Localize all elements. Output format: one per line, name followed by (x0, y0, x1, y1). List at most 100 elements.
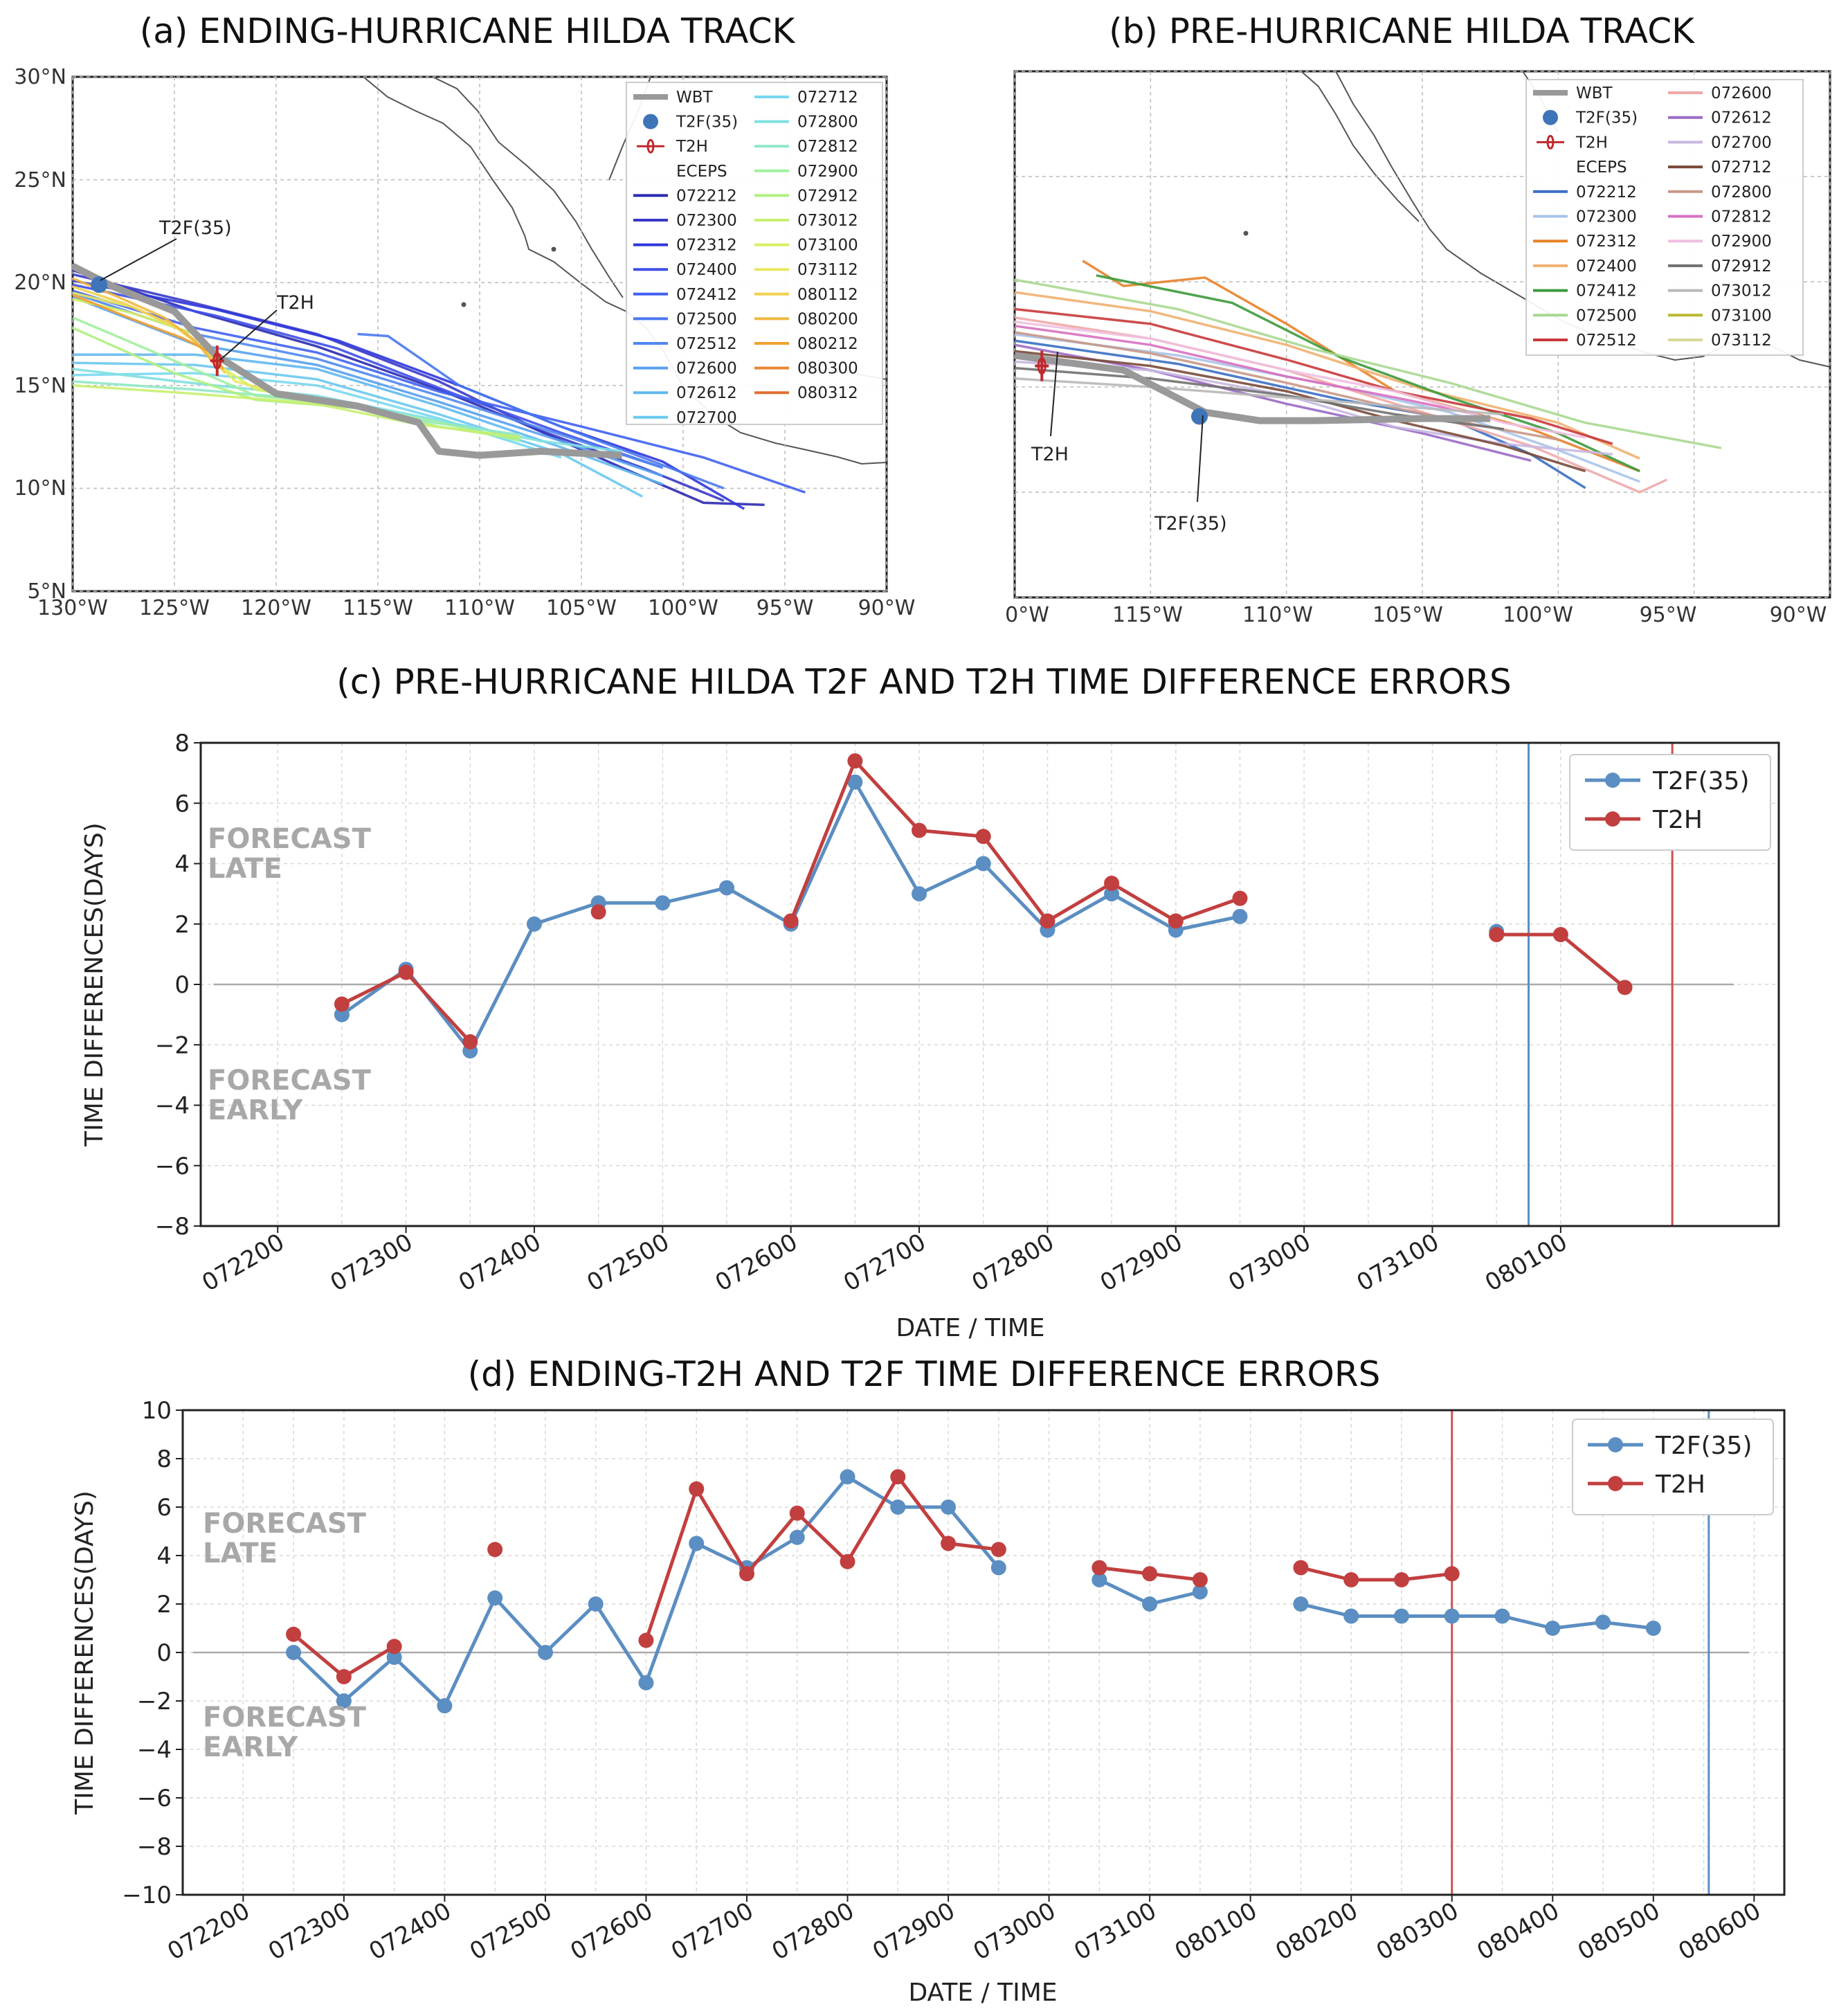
series-point (1040, 913, 1056, 929)
panel-d-early-label: EARLY (203, 1731, 298, 1763)
legend-label: 072512 (1576, 332, 1637, 350)
panel-a-annotation-t2h: T2H (276, 292, 314, 314)
panel-a-annotation-arrow (100, 238, 177, 281)
series-point (1444, 1608, 1460, 1624)
legend-marker-t2h (646, 138, 655, 154)
panel-b-annotation-arrow (1197, 415, 1204, 503)
legend-label: WBT (1576, 84, 1613, 102)
panel-d-region-labels: FORECAST LATE FORECAST EARLY (203, 1508, 367, 1763)
panel-b-xtick: 115°W (1112, 603, 1183, 627)
panel-b-xtick: 110°W (1242, 603, 1313, 627)
legend-label: 073012 (797, 212, 858, 230)
y-tick-label: 0 (156, 1639, 172, 1667)
series-point (462, 1034, 478, 1049)
x-tick-label: 072800 (968, 1228, 1059, 1297)
legend-label: 080200 (797, 310, 858, 328)
panel-a-legend-entries: WBT T2F(35) T2H ECEPS 072212 072300 072312 0724… (633, 89, 858, 427)
panel-a-legend: WBT T2F(35) T2H ECEPS 072212 072300 072312 0724… (626, 82, 883, 427)
panel-c-late-label: FORECAST (208, 823, 372, 855)
series-point (1545, 1621, 1561, 1636)
legend-label: 072212 (1576, 183, 1637, 201)
panel-d-legend: T2F(35) T2H (1572, 1418, 1774, 1515)
legend-label: ECEPS (1576, 159, 1627, 177)
series-point (386, 1650, 402, 1665)
panel-b-legend-entries: WBT T2F(35) T2H ECEPS 072212 072300 072312 0724… (1533, 84, 1772, 350)
y-tick-label: −8 (137, 1833, 172, 1861)
legend-label: 072800 (797, 114, 858, 132)
series-point (336, 1669, 352, 1684)
panel-a-xtick: 90°W (858, 596, 916, 620)
series-point (1617, 980, 1633, 996)
panel-b-xtick: 0°W (1005, 603, 1049, 627)
series-point (386, 1639, 402, 1655)
legend-label: 072212 (676, 187, 737, 205)
x-tick-label: 072400 (364, 1897, 455, 1966)
series-point (1293, 1596, 1309, 1612)
series-point (1393, 1608, 1409, 1624)
legend-label: 072912 (797, 187, 858, 205)
x-tick-label: 080600 (1674, 1897, 1765, 1966)
legend-label: 072800 (1711, 183, 1772, 201)
x-tick-label: 072300 (326, 1228, 417, 1297)
legend-label: 072400 (1576, 258, 1637, 276)
panel-b-xtick: 90°W (1770, 603, 1827, 627)
panel-c-frame (199, 741, 1780, 1227)
legend-label: T2H (1575, 134, 1608, 152)
t2h-marker (1037, 357, 1047, 375)
series-point (975, 856, 991, 872)
x-tick-label: 080400 (1472, 1897, 1564, 1966)
series-point (1343, 1572, 1359, 1587)
legend-label: 072300 (676, 212, 737, 230)
legend-label: 072612 (676, 384, 737, 402)
legend-label: 073012 (1711, 282, 1772, 300)
panel-c-legend-label-t2f: T2F(35) (1652, 767, 1750, 795)
panel-b-legend: WBT T2F(35) T2H ECEPS 072212 072300 072312 0724… (1525, 79, 1804, 356)
series-point (840, 1469, 855, 1485)
y-tick-label: 4 (156, 1542, 172, 1570)
panel-c-legend-marker-t2h (1605, 811, 1620, 827)
y-tick-label: −6 (137, 1785, 172, 1812)
series-point (847, 774, 863, 790)
series-point (286, 1645, 302, 1660)
panel-a-ytick: 30°N (14, 65, 66, 89)
legend-label: T2F(35) (1575, 109, 1638, 127)
ensemble-track (1014, 333, 1640, 483)
series-point (941, 1499, 957, 1515)
y-tick-label: −8 (155, 1213, 190, 1241)
t2f-marker (1191, 408, 1208, 425)
legend-label: 072412 (1576, 282, 1637, 300)
legend-label: 072300 (1576, 208, 1637, 226)
ensemble-track (1096, 274, 1640, 473)
x-tick-label: 080100 (1480, 1228, 1572, 1297)
x-tick-label: 072400 (454, 1228, 545, 1297)
ensemble-track (1014, 321, 1586, 439)
y-tick-label: 10 (142, 1397, 172, 1425)
panel-c-early-label: EARLY (208, 1094, 303, 1126)
panel-d-legend-label-t2h: T2H (1655, 1470, 1705, 1499)
series-point (1232, 908, 1248, 924)
panel-a-ytick: 15°N (14, 374, 66, 398)
series-line (1300, 1566, 1452, 1582)
legend-label: 072700 (676, 409, 737, 427)
y-tick-label: −2 (155, 1031, 190, 1059)
panel-c-early-label: FORECAST (208, 1065, 372, 1097)
t2h-marker (212, 352, 222, 370)
t2h-marker (1035, 350, 1049, 381)
series-point (990, 1560, 1006, 1576)
series-point (1293, 1560, 1309, 1576)
panel-a-xticks: 130°W 125°W 120°W 115°W 110°W 105°W 100°… (37, 596, 915, 620)
panel-d-early-label: FORECAST (203, 1702, 367, 1733)
panel-b-annotations: T2H T2F(35) (1031, 351, 1227, 534)
series-point (783, 913, 799, 929)
series-line (644, 1475, 999, 1641)
series-point (655, 895, 671, 911)
panel-a-ytick: 25°N (14, 168, 66, 192)
ensemble-track (1014, 325, 1477, 416)
legend-label: 072512 (676, 335, 737, 353)
panel-d-legend-marker-t2h (1608, 1476, 1623, 1491)
x-tick-label: 073100 (1069, 1897, 1161, 1966)
series-point (1142, 1566, 1158, 1582)
series-point (912, 886, 927, 902)
legend-label: 080312 (797, 384, 858, 402)
panel-d: (d) ENDING-T2H AND T2F TIME DIFFERENCE E… (71, 1354, 1786, 2007)
